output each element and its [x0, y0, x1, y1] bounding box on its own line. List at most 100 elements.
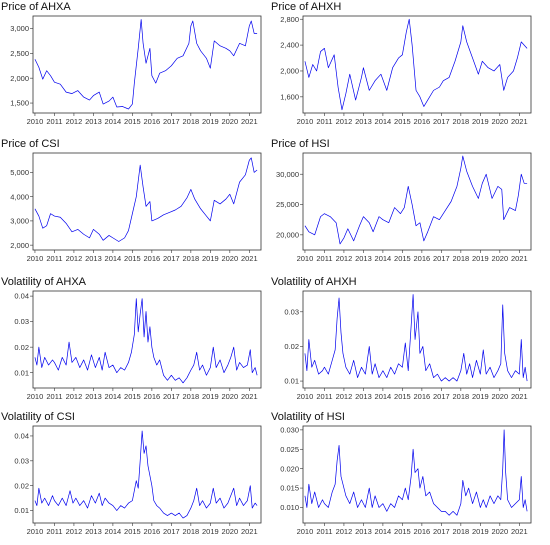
x-tick-label: 2015 — [394, 117, 411, 126]
x-tick-label: 2011 — [316, 254, 332, 263]
y-tick-label: 1,500 — [10, 99, 29, 108]
x-tick-label: 2014 — [105, 392, 122, 401]
y-tick-label: 0.02 — [284, 342, 299, 351]
x-tick-label: 2014 — [105, 527, 122, 536]
plot-frame — [302, 425, 532, 524]
x-tick-label: 2018 — [183, 527, 200, 536]
x-tick-label: 2010 — [297, 117, 314, 126]
x-tick-label: 2021 — [241, 254, 258, 263]
x-tick-label: 2012 — [66, 392, 83, 401]
x-tick-label: 2017 — [163, 392, 180, 401]
x-tick-label: 2019 — [202, 392, 219, 401]
x-tick-label: 2011 — [316, 527, 332, 536]
y-tick-label: 0.01 — [284, 377, 299, 386]
y-tick-label: 0.03 — [14, 317, 29, 326]
y-tick-label: 3,000 — [10, 24, 29, 33]
y-tick-label: 0.01 — [14, 506, 29, 515]
y-tick-label: 2,500 — [10, 49, 29, 58]
x-tick-label: 2011 — [46, 117, 62, 126]
y-tick-label: 0.025 — [280, 445, 299, 454]
x-tick-label: 2019 — [472, 254, 489, 263]
x-tick-label: 2019 — [202, 527, 219, 536]
chart-svg: Volatility of AHXH 0.01 0.02 0.03 2010 2011 20… — [271, 276, 532, 401]
x-tick-label: 2016 — [144, 117, 161, 126]
y-tick-label: 4,000 — [10, 192, 29, 201]
x-tick-label: 2011 — [46, 392, 62, 401]
chart-title: Price of AHXA — [1, 1, 71, 13]
x-tick-label: 2021 — [511, 392, 528, 401]
x-tick-label: 2011 — [316, 117, 332, 126]
x-tick-label: 2020 — [221, 392, 238, 401]
x-tick-label: 2014 — [105, 254, 122, 263]
x-tick-label: 2014 — [375, 392, 392, 401]
y-tick-label: 3,000 — [10, 217, 29, 226]
x-tick-label: 2010 — [27, 254, 44, 263]
y-tick-label: 0.04 — [14, 292, 29, 301]
x-tick-label: 2016 — [414, 117, 431, 126]
x-tick-label: 2021 — [241, 117, 258, 126]
x-tick-label: 2020 — [491, 117, 508, 126]
x-tick-label: 2019 — [472, 117, 489, 126]
x-tick-label: 2012 — [336, 527, 353, 536]
y-tick-label: 0.04 — [14, 432, 29, 441]
x-tick-label: 2012 — [336, 254, 353, 263]
x-tick-label: 2020 — [491, 392, 508, 401]
chart-panel-price-of-ahxh: Price of AHXH 1,600 2,000 2,400 2,800 2010 201… — [270, 0, 535, 131]
y-tick-label: 2,000 — [10, 241, 29, 250]
chart-panel-price-of-csi: Price of CSI 2,000 3,000 4,000 5,000 2010 2011… — [0, 137, 265, 268]
x-tick-label: 2014 — [375, 254, 392, 263]
x-tick-label: 2013 — [355, 527, 372, 536]
series-line — [304, 294, 528, 382]
chart-title: Volatility of AHXA — [1, 276, 87, 288]
y-tick-label: 2,000 — [10, 74, 29, 83]
chart-panel-volatility-of-hsi: Volatility of HSI 0.010 0.015 0.020 0.025 0.0… — [270, 410, 535, 541]
chart-title: Volatility of CSI — [1, 411, 75, 423]
x-tick-label: 2017 — [433, 254, 450, 263]
y-tick-label: 30,000 — [276, 170, 299, 179]
x-tick-label: 2015 — [394, 254, 411, 263]
chart-svg: Price of HSI 20,000 25,000 30,000 2010 2011 20… — [271, 138, 532, 263]
x-tick-label: 2015 — [124, 254, 141, 263]
chart-panel-volatility-of-ahxa: Volatility of AHXA 0.01 0.02 0.03 0.04 2010 20… — [0, 275, 265, 406]
x-tick-label: 2012 — [336, 392, 353, 401]
x-tick-label: 2020 — [221, 254, 238, 263]
y-tick-label: 0.02 — [14, 481, 29, 490]
x-tick-label: 2013 — [355, 392, 372, 401]
x-tick-label: 2019 — [472, 527, 489, 536]
x-tick-label: 2018 — [183, 392, 200, 401]
x-tick-label: 2021 — [511, 254, 528, 263]
chart-svg: Volatility of HSI 0.010 0.015 0.020 0.025 0.0… — [271, 411, 532, 536]
x-tick-label: 2013 — [85, 254, 102, 263]
x-tick-label: 2014 — [375, 527, 392, 536]
chart-title: Price of AHXH — [271, 1, 341, 13]
x-tick-label: 2015 — [394, 392, 411, 401]
x-tick-label: 2019 — [202, 254, 219, 263]
x-tick-label: 2012 — [66, 254, 83, 263]
plot-frame — [302, 15, 532, 114]
y-tick-label: 0.03 — [284, 307, 299, 316]
x-tick-label: 2020 — [221, 527, 238, 536]
plot-frame — [32, 15, 262, 114]
chart-panel-price-of-hsi: Price of HSI 20,000 25,000 30,000 2010 2011 20… — [270, 137, 535, 268]
x-tick-label: 2014 — [375, 117, 392, 126]
x-tick-label: 2012 — [336, 117, 353, 126]
chart-panel-volatility-of-csi: Volatility of CSI 0.01 0.02 0.03 0.04 2010 201… — [0, 410, 265, 541]
series-line — [34, 430, 258, 519]
x-tick-label: 2011 — [46, 527, 62, 536]
x-tick-label: 2020 — [491, 254, 508, 263]
x-tick-label: 2016 — [144, 527, 161, 536]
x-tick-label: 2016 — [414, 527, 431, 536]
y-tick-label: 25,000 — [276, 200, 299, 209]
y-tick-label: 20,000 — [276, 230, 299, 239]
x-tick-label: 2017 — [433, 392, 450, 401]
series-line — [34, 19, 258, 110]
x-tick-label: 2013 — [85, 117, 102, 126]
y-tick-label: 0.030 — [280, 425, 299, 434]
x-tick-label: 2017 — [433, 527, 450, 536]
x-tick-label: 2018 — [453, 254, 470, 263]
